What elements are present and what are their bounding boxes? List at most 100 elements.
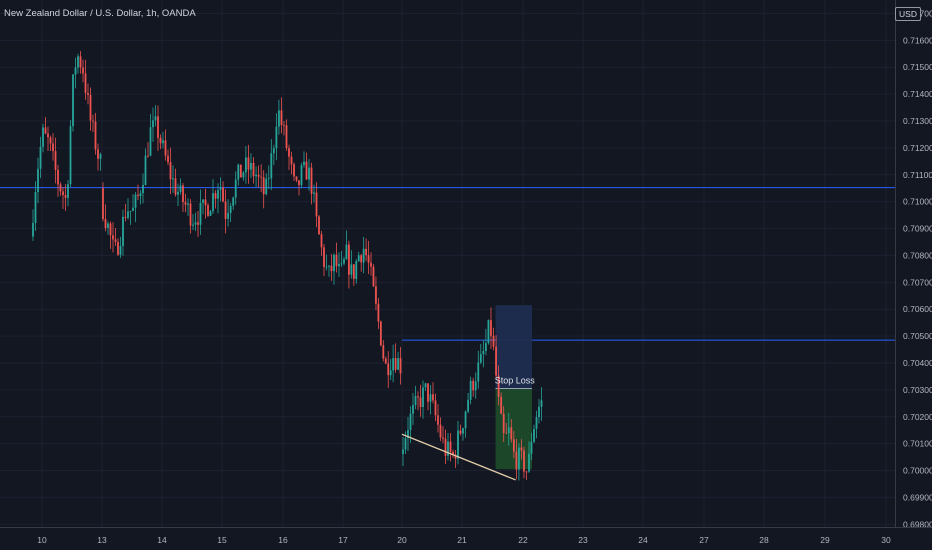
candle-up xyxy=(402,449,404,454)
time-tick-label: 24 xyxy=(638,535,648,545)
candle-down xyxy=(454,454,457,459)
candle-up xyxy=(530,441,533,454)
candle-down xyxy=(87,92,89,95)
candle-down xyxy=(114,239,117,242)
candle-down xyxy=(283,125,285,126)
candle-up xyxy=(234,179,237,198)
candle-up xyxy=(237,164,240,180)
candle-down xyxy=(182,185,184,203)
candle-down xyxy=(352,264,355,279)
candle-down xyxy=(434,400,437,416)
drawings[interactable]: Stop Loss xyxy=(401,376,535,481)
candle-up xyxy=(187,203,189,205)
candle-down xyxy=(293,164,295,177)
candle-down xyxy=(109,223,112,236)
candle-up xyxy=(250,163,252,170)
candle-down xyxy=(184,202,187,205)
candle-down xyxy=(520,447,523,451)
candle-down xyxy=(49,137,52,144)
candle-up xyxy=(338,264,340,267)
candle-up xyxy=(119,245,122,255)
time-tick-label: 17 xyxy=(338,535,348,545)
price-tick-label: 0.70500 xyxy=(903,331,932,341)
candle-down xyxy=(257,174,260,177)
candle-down xyxy=(427,383,429,402)
candle-up xyxy=(340,263,343,265)
candle-up xyxy=(325,266,328,268)
candle-down xyxy=(500,396,503,414)
candle-down xyxy=(512,439,515,452)
candle-up xyxy=(177,191,179,195)
price-tick-label: 0.69800 xyxy=(903,519,932,529)
price-tick-label: 0.70600 xyxy=(903,304,932,314)
candle-down xyxy=(117,241,119,255)
candle-up xyxy=(127,211,129,218)
candle-down xyxy=(260,176,263,178)
candle-up xyxy=(229,205,232,213)
candle-up xyxy=(477,362,480,382)
candle-up xyxy=(507,427,510,434)
candle-up xyxy=(134,194,137,208)
candle-down xyxy=(335,254,338,267)
candle-down xyxy=(367,255,370,263)
candle-down xyxy=(57,169,59,185)
candle-up xyxy=(479,354,482,363)
candle-down xyxy=(295,176,298,181)
candle-down xyxy=(112,235,114,240)
candle-down xyxy=(330,265,333,272)
candle-down xyxy=(89,94,92,121)
candle-down xyxy=(382,345,385,359)
candle-up xyxy=(152,120,154,128)
candle-up xyxy=(270,153,273,179)
trendline[interactable] xyxy=(401,433,516,481)
price-axis[interactable]: 0.69800 0.69900 0.70000 0.70100 0.70200 0.703… xyxy=(895,0,932,550)
candle-up xyxy=(300,165,303,186)
price-tick-label: 0.70000 xyxy=(903,466,932,476)
candle-down xyxy=(262,177,265,195)
candle-down xyxy=(492,335,495,347)
candle-up xyxy=(142,184,144,194)
candle-up xyxy=(39,146,42,169)
price-tick-label: 0.71100 xyxy=(903,170,932,180)
candle-up xyxy=(412,404,414,414)
candle-up xyxy=(212,193,214,212)
candle-up xyxy=(129,210,132,212)
price-tick-label: 0.69900 xyxy=(903,492,932,502)
price-tick-label: 0.71000 xyxy=(903,197,932,207)
candle-up xyxy=(107,223,109,229)
price-tick-label: 0.70700 xyxy=(903,277,932,287)
candle-up xyxy=(467,399,469,412)
candle-down xyxy=(84,73,87,93)
time-tick-label: 30 xyxy=(881,535,891,545)
candle-down xyxy=(384,358,387,364)
time-axis[interactable]: 10 13 14 15 16 17 20 21 22 23 24 27 28 29 30 xyxy=(0,527,932,546)
candle-up xyxy=(429,394,432,402)
time-tick-label: 20 xyxy=(397,535,407,545)
candle-down xyxy=(159,137,162,144)
candle-up xyxy=(487,320,490,344)
horizontal-levels[interactable] xyxy=(0,187,895,341)
chart-title: New Zealand Dollar / U.S. Dollar, 1h, OA… xyxy=(4,8,196,19)
candle-down xyxy=(323,247,325,267)
candle-up xyxy=(328,265,330,267)
candle-down xyxy=(444,438,447,456)
candle-down xyxy=(515,451,518,470)
currency-badge[interactable]: USD xyxy=(895,7,921,21)
candle-up xyxy=(122,216,124,246)
candle-up xyxy=(538,406,540,418)
price-tick-label: 0.70800 xyxy=(903,250,932,260)
candle-up xyxy=(407,430,409,439)
candle-up xyxy=(72,74,74,127)
candle-up xyxy=(303,161,305,166)
candle-down xyxy=(298,180,300,186)
candle-down xyxy=(82,67,84,74)
price-tick-label: 0.71500 xyxy=(903,62,932,72)
candle-up xyxy=(227,212,229,219)
candle-up xyxy=(414,396,417,405)
candle-up xyxy=(357,255,360,262)
candle-down xyxy=(417,396,419,398)
time-tick-label: 28 xyxy=(759,535,769,545)
target-zone[interactable] xyxy=(495,305,532,389)
candle-down xyxy=(370,262,372,267)
